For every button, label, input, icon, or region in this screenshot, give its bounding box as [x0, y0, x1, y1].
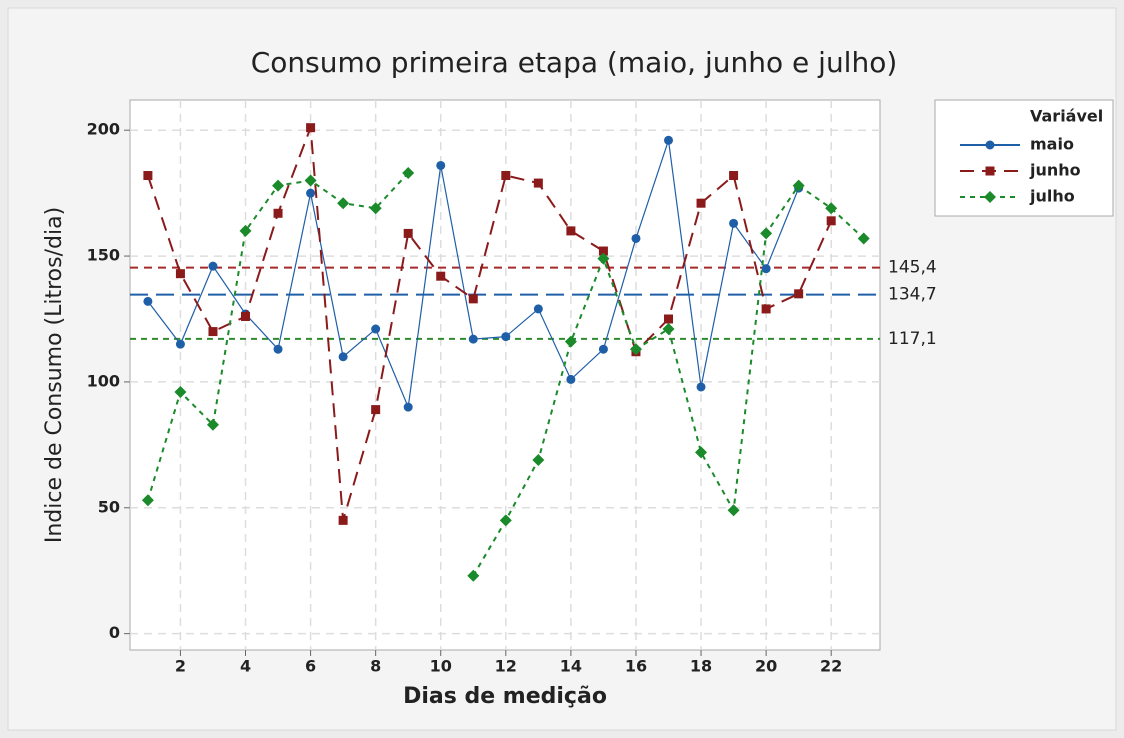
y-tick-label: 50 — [98, 497, 120, 516]
y-axis-label: Indice de Consumo (Litros/dia) — [42, 207, 67, 543]
point — [206, 418, 219, 431]
point — [338, 515, 348, 525]
point — [208, 261, 218, 271]
legend-label: maio — [1030, 135, 1074, 154]
point — [369, 202, 382, 215]
x-axis-label: Dias de medição — [403, 684, 607, 709]
reference-label: 145,4 — [888, 258, 937, 278]
point — [143, 171, 153, 181]
x-tick-label: 14 — [560, 657, 582, 676]
legend-title: Variável — [1030, 107, 1103, 126]
point — [729, 218, 739, 228]
point — [304, 174, 317, 187]
legend-marker — [984, 191, 996, 203]
reference-label: 117,1 — [888, 329, 937, 349]
legend-marker — [985, 166, 995, 176]
point — [598, 246, 608, 256]
series-line — [146, 127, 833, 521]
x-tick-label: 10 — [430, 657, 452, 676]
point — [825, 202, 838, 215]
x-tick-label: 4 — [240, 657, 251, 676]
point — [467, 569, 480, 582]
point — [533, 304, 543, 314]
point — [338, 352, 348, 362]
point — [272, 179, 285, 192]
point — [468, 334, 478, 344]
point — [566, 226, 576, 236]
point — [792, 179, 805, 192]
point — [564, 335, 577, 348]
point — [174, 385, 187, 398]
point — [175, 269, 185, 279]
point — [501, 171, 511, 181]
point — [501, 332, 511, 342]
point — [629, 343, 642, 356]
x-tick-label: 22 — [820, 657, 842, 676]
x-tick-label: 2 — [175, 657, 186, 676]
legend-marker — [985, 140, 995, 150]
point — [664, 135, 674, 145]
y-tick-label: 0 — [109, 623, 120, 642]
point — [273, 208, 283, 218]
point — [760, 227, 773, 240]
point — [857, 232, 870, 245]
point — [566, 374, 576, 384]
point — [371, 405, 381, 415]
point — [598, 344, 608, 354]
point — [371, 324, 381, 334]
point — [826, 216, 836, 226]
x-tick-label: 18 — [690, 657, 712, 676]
point — [533, 178, 543, 188]
point — [436, 160, 446, 170]
x-tick-label: 12 — [495, 657, 517, 676]
point — [403, 228, 413, 238]
plot-area — [129, 99, 881, 651]
point — [761, 304, 771, 314]
point — [143, 296, 153, 306]
point — [402, 166, 415, 179]
point — [664, 314, 674, 324]
point — [241, 311, 251, 321]
point — [794, 289, 804, 299]
x-tick-label: 16 — [625, 657, 647, 676]
y-tick-label: 150 — [87, 246, 120, 265]
point — [337, 197, 350, 210]
chart-title: Consumo primeira etapa (maio, junho e ju… — [251, 46, 898, 79]
point — [662, 323, 675, 336]
point — [532, 453, 545, 466]
point — [175, 339, 185, 349]
point — [239, 224, 252, 237]
point — [729, 171, 739, 181]
point — [597, 252, 610, 265]
point — [273, 344, 283, 354]
legend-label: julho — [1029, 187, 1075, 206]
point — [468, 294, 478, 304]
point — [208, 327, 218, 337]
point — [761, 264, 771, 274]
point — [631, 233, 641, 243]
point — [436, 271, 446, 281]
legend-label: junho — [1029, 161, 1081, 180]
point — [306, 188, 316, 198]
point — [306, 123, 316, 133]
point — [141, 494, 154, 507]
y-tick-label: 200 — [87, 120, 120, 139]
point — [403, 402, 413, 412]
point — [696, 382, 706, 392]
point — [727, 504, 740, 517]
x-tick-label: 6 — [305, 657, 316, 676]
x-tick-label: 8 — [370, 657, 381, 676]
point — [499, 514, 512, 527]
x-tick-label: 20 — [755, 657, 777, 676]
point — [695, 446, 708, 459]
reference-label: 134,7 — [888, 285, 937, 305]
point — [696, 198, 706, 208]
y-tick-label: 100 — [87, 371, 120, 390]
